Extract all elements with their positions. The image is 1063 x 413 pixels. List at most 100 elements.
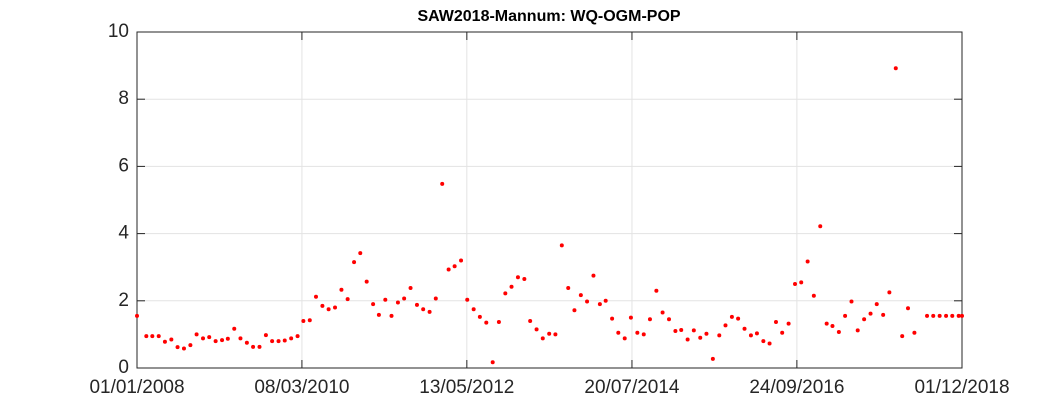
data-point (698, 335, 703, 340)
data-point (647, 317, 652, 322)
data-point (352, 260, 357, 265)
data-point (925, 313, 930, 318)
data-point (452, 264, 457, 269)
data-point (358, 251, 363, 256)
data-point (433, 296, 438, 301)
data-point (509, 284, 514, 289)
data-point (201, 336, 206, 341)
data-point (597, 302, 602, 307)
data-point (818, 224, 823, 229)
data-point (793, 282, 798, 286)
data-point (540, 336, 545, 341)
data-point (660, 310, 665, 315)
data-point (150, 334, 155, 339)
data-point (307, 318, 312, 323)
data-point (135, 313, 139, 318)
data-point (175, 345, 180, 350)
data-point (805, 259, 810, 264)
x-tick-label: 13/05/2012 (419, 377, 514, 398)
data-point (313, 294, 318, 299)
data-point (773, 319, 778, 324)
data-point (320, 303, 325, 308)
data-point (213, 339, 218, 344)
data-point (263, 333, 268, 338)
data-point (503, 291, 508, 296)
data-point (326, 307, 331, 312)
data-point (900, 334, 905, 339)
x-tick-label: 01/01/2008 (89, 377, 184, 398)
data-point (748, 333, 753, 338)
data-point (767, 341, 772, 346)
y-tick-label: 10 (108, 21, 129, 42)
data-point (220, 338, 225, 343)
data-point (547, 331, 552, 336)
data-point (251, 344, 256, 349)
data-point (389, 313, 394, 318)
data-point (868, 311, 873, 316)
data-point (843, 313, 848, 318)
data-point (566, 286, 571, 291)
data-point (270, 339, 275, 344)
data-point (188, 343, 193, 348)
data-point (956, 313, 961, 318)
data-point (471, 307, 476, 312)
data-point (673, 329, 678, 334)
data-point (402, 296, 407, 301)
data-point (364, 279, 369, 284)
data-point (289, 336, 294, 341)
data-point (610, 316, 615, 321)
data-point (169, 337, 174, 342)
data-point (654, 288, 659, 293)
data-point (376, 312, 381, 317)
data-point (742, 326, 747, 331)
data-point (628, 315, 633, 320)
data-point (736, 316, 741, 321)
data-point (881, 312, 886, 317)
data-point (641, 332, 646, 337)
data-point (729, 314, 734, 319)
data-point (874, 302, 879, 307)
data-point (440, 181, 445, 186)
data-point (685, 337, 690, 342)
data-point (339, 287, 344, 292)
data-point (496, 319, 501, 324)
data-point (893, 66, 898, 71)
data-point (162, 339, 167, 344)
plot-frame (136, 31, 963, 369)
data-point (912, 330, 917, 335)
data-point (830, 324, 835, 328)
data-point (585, 299, 590, 304)
chart-title: SAW2018-Mannum: WQ-OGM-POP (417, 8, 680, 25)
y-tick-label: 2 (118, 290, 129, 311)
data-point (181, 346, 186, 351)
data-point (754, 331, 759, 336)
data-point (691, 328, 696, 333)
data-point (578, 293, 583, 298)
data-point (414, 302, 419, 307)
data-point (666, 317, 671, 322)
data-point (238, 336, 243, 341)
data-point (345, 297, 350, 302)
data-point (799, 280, 804, 285)
data-point (383, 297, 388, 302)
data-point (282, 338, 287, 343)
data-point (225, 336, 230, 341)
data-point (679, 328, 684, 333)
data-point (371, 302, 376, 307)
data-point (944, 313, 949, 318)
data-point (244, 340, 249, 345)
data-point (408, 286, 413, 291)
data-point (459, 258, 464, 263)
data-point (553, 332, 558, 337)
data-point (761, 339, 766, 344)
data-point (534, 327, 539, 332)
y-tick-label: 8 (118, 88, 129, 109)
data-point (207, 335, 212, 340)
data-point (144, 334, 149, 339)
data-point (395, 300, 400, 305)
data-point (156, 334, 161, 339)
data-point (603, 298, 608, 303)
data-point (811, 293, 816, 298)
